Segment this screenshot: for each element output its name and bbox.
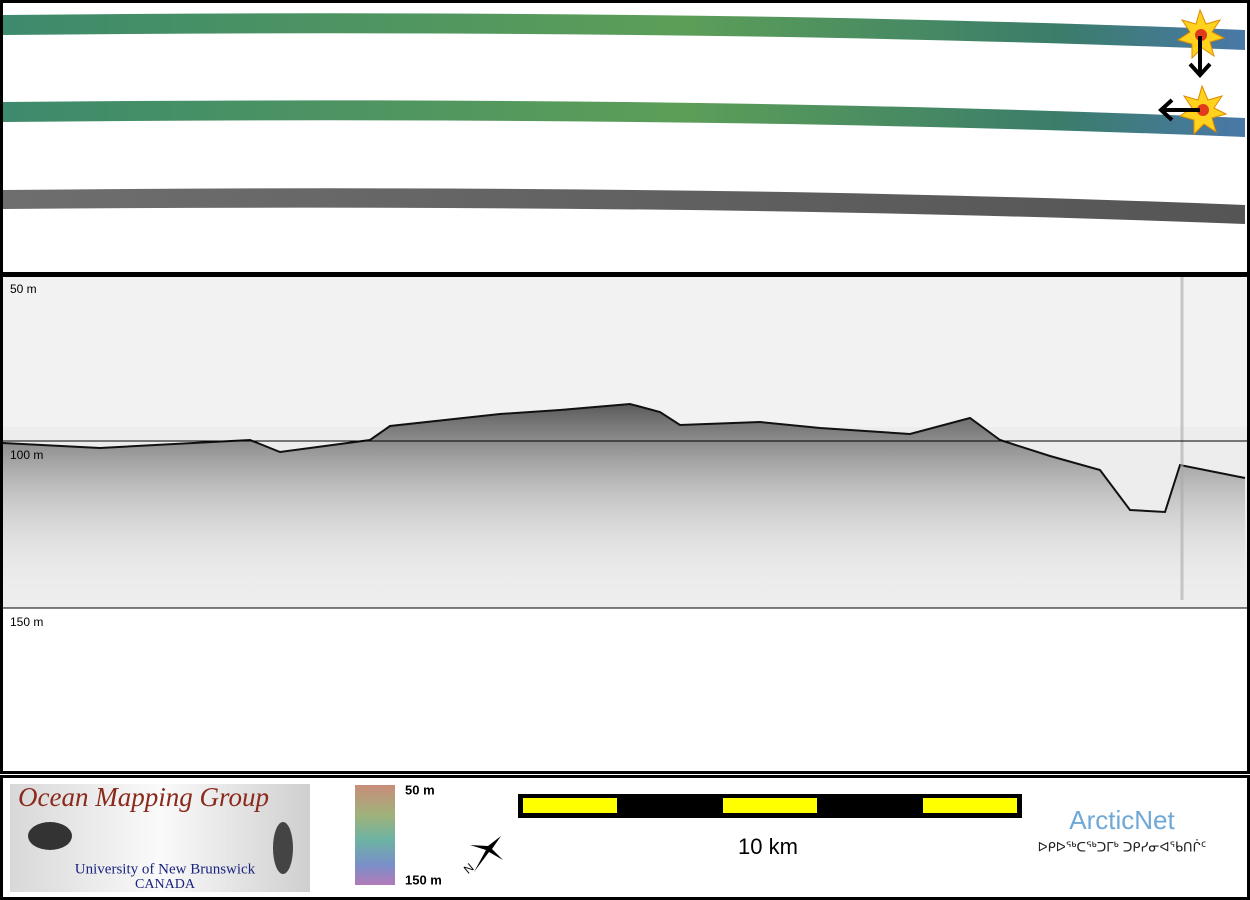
depth-label: 100 m <box>10 448 43 462</box>
depth-label: 150 m <box>10 615 43 629</box>
scalebar-label: 10 km <box>738 834 798 859</box>
partner-syllabics: ᐅᑭᐅᖅᑕᖅᑐᒥᒃ ᑐᑭᓯᓂᐊᖃᑎᒌᑦ <box>1038 839 1207 856</box>
marker <box>1158 8 1228 136</box>
seafloor <box>2 402 1246 514</box>
swath <box>3 13 1245 50</box>
logo-icon <box>273 822 293 874</box>
swath <box>3 100 1245 137</box>
depth-label: 50 m <box>10 282 37 296</box>
colorbar-label: 50 m <box>405 782 435 797</box>
sub-bottom <box>3 404 1245 600</box>
scalebar-segment <box>723 798 817 813</box>
scalebar-segment <box>523 798 617 813</box>
logo-icon <box>28 822 72 850</box>
water-column <box>3 277 1247 427</box>
scalebar-segment <box>923 798 1017 813</box>
colorbar <box>355 785 395 885</box>
partner-name: ArcticNet <box>1069 805 1175 835</box>
logo-line: University of New Brunswick <box>75 861 256 877</box>
colorbar-label: 150 m <box>405 872 442 887</box>
logo-line: CANADA <box>135 877 196 892</box>
logo-title: Ocean Mapping Group <box>18 782 269 812</box>
swath <box>3 188 1245 224</box>
swath-panel <box>0 0 1250 275</box>
